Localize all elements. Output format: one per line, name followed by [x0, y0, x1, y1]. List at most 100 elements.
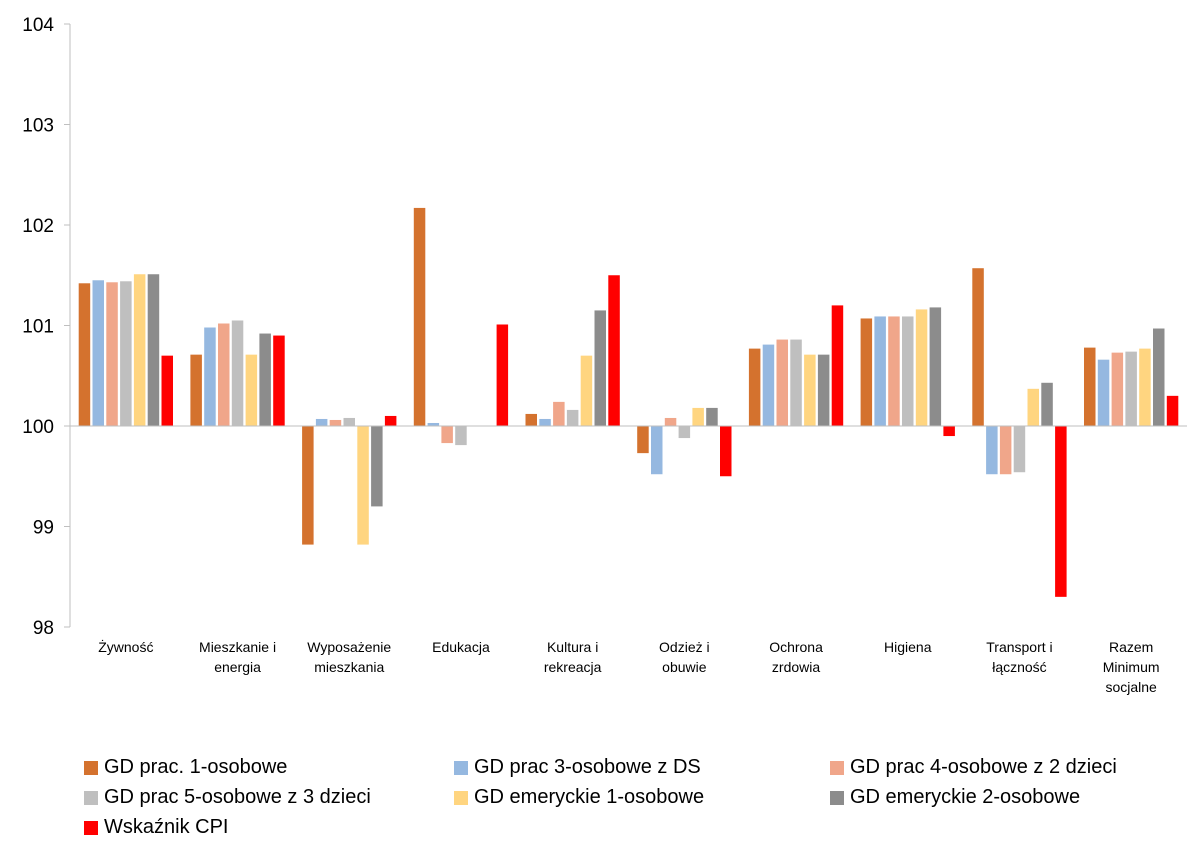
bar	[273, 335, 285, 426]
bar	[133, 274, 146, 426]
bar	[384, 415, 397, 426]
bar	[1055, 426, 1067, 597]
legend-swatch	[84, 790, 98, 805]
y-axis: 98 99 100 101 102 103 104	[22, 15, 71, 639]
legend-entry: GD emeryckie 1-osobowe	[454, 786, 704, 809]
bar	[343, 417, 355, 426]
x-tick-label: Higiena	[884, 639, 932, 655]
bar	[915, 309, 928, 426]
bar	[972, 268, 984, 426]
y-tick-label: 100	[22, 417, 54, 438]
bar	[204, 327, 216, 426]
bar	[637, 426, 649, 454]
bar	[106, 282, 118, 426]
bar	[161, 355, 173, 426]
bar	[706, 407, 718, 426]
legend-entry: GD emeryckie 2-osobowe	[830, 786, 1080, 809]
legend-label: GD prac 5-osobowe z 3 dzieci	[104, 786, 371, 808]
bar	[860, 318, 873, 426]
legend-entry: Wskaźnik CPI	[84, 816, 228, 839]
legend-label: GD emeryckie 1-osobowe	[474, 786, 705, 808]
bar	[190, 354, 202, 426]
bar	[1125, 351, 1137, 426]
bar	[651, 426, 663, 475]
y-tick-label: 104	[22, 15, 54, 36]
bar	[553, 401, 565, 426]
bar	[678, 426, 691, 439]
x-tick-label: Ochrona zrdowia	[769, 639, 823, 675]
bars	[78, 207, 1179, 597]
bar	[147, 274, 160, 426]
y-tick-label: 101	[22, 317, 54, 338]
bar	[594, 310, 606, 426]
bar	[413, 207, 426, 426]
bar	[831, 305, 844, 426]
bar	[329, 419, 342, 426]
bar	[566, 409, 579, 426]
bar	[525, 413, 537, 426]
bar	[539, 418, 551, 426]
legend-swatch	[84, 820, 98, 835]
bar	[259, 333, 271, 426]
bar	[762, 344, 775, 426]
bar	[92, 280, 104, 426]
bar	[776, 339, 788, 426]
y-tick-label: 98	[33, 618, 54, 639]
bar	[1166, 395, 1179, 426]
bar	[218, 323, 230, 426]
bar	[804, 354, 816, 426]
bar	[874, 316, 886, 426]
legend-entry: GD prac 3-osobowe z DS	[454, 756, 701, 779]
bar	[692, 407, 704, 426]
bar	[120, 281, 132, 426]
bar	[1084, 347, 1096, 426]
bar	[902, 316, 914, 426]
x-tick-label: Wyposażenie mieszkania	[307, 639, 391, 675]
legend-swatch	[84, 760, 98, 775]
legend-label: Wskaźnik CPI	[104, 816, 229, 838]
legend-swatch	[454, 790, 468, 805]
legend-swatch	[830, 790, 844, 805]
legend-label: GD prac. 1-osobowe	[104, 756, 288, 778]
bar	[817, 354, 830, 426]
y-tick-label: 99	[33, 518, 54, 539]
bar	[245, 354, 258, 426]
bar	[720, 426, 732, 477]
bar	[1013, 426, 1026, 473]
bar	[1027, 388, 1039, 426]
y-tick-label: 102	[22, 216, 54, 237]
bar	[748, 348, 761, 426]
bar	[427, 422, 440, 426]
legend-label: GD emeryckie 2-osobowe	[850, 786, 1081, 808]
bar	[929, 307, 942, 426]
legend-label: GD prac 3-osobowe z DS	[474, 756, 701, 778]
legend-swatch	[454, 760, 468, 775]
bar	[790, 339, 802, 426]
bar	[608, 275, 620, 426]
bar	[1153, 328, 1165, 426]
bar	[986, 426, 998, 475]
bar	[231, 320, 244, 426]
bar	[315, 418, 328, 426]
bar	[78, 283, 91, 426]
bar	[999, 426, 1012, 475]
x-tick-label: Mieszkanie i energia	[199, 639, 276, 675]
bar	[943, 426, 955, 437]
legend-entry: GD prac 5-osobowe z 3 dzieci	[84, 786, 371, 809]
bar	[302, 426, 314, 545]
legend-swatch	[830, 760, 844, 775]
x-tick-label: Razem Minimum socjalne	[1103, 639, 1160, 695]
bar	[496, 324, 509, 426]
bar	[1111, 352, 1124, 426]
x-tick-label: Transport i łączność	[986, 639, 1052, 675]
bar	[357, 426, 369, 545]
bar	[1097, 359, 1110, 426]
x-tick-label: Edukacja	[432, 639, 490, 655]
y-tick-label: 103	[22, 116, 54, 137]
bar	[455, 426, 467, 446]
bar	[1041, 382, 1053, 426]
legend-entry: GD prac. 1-osobowe	[84, 756, 287, 779]
bar	[888, 316, 900, 426]
bar	[441, 426, 453, 444]
